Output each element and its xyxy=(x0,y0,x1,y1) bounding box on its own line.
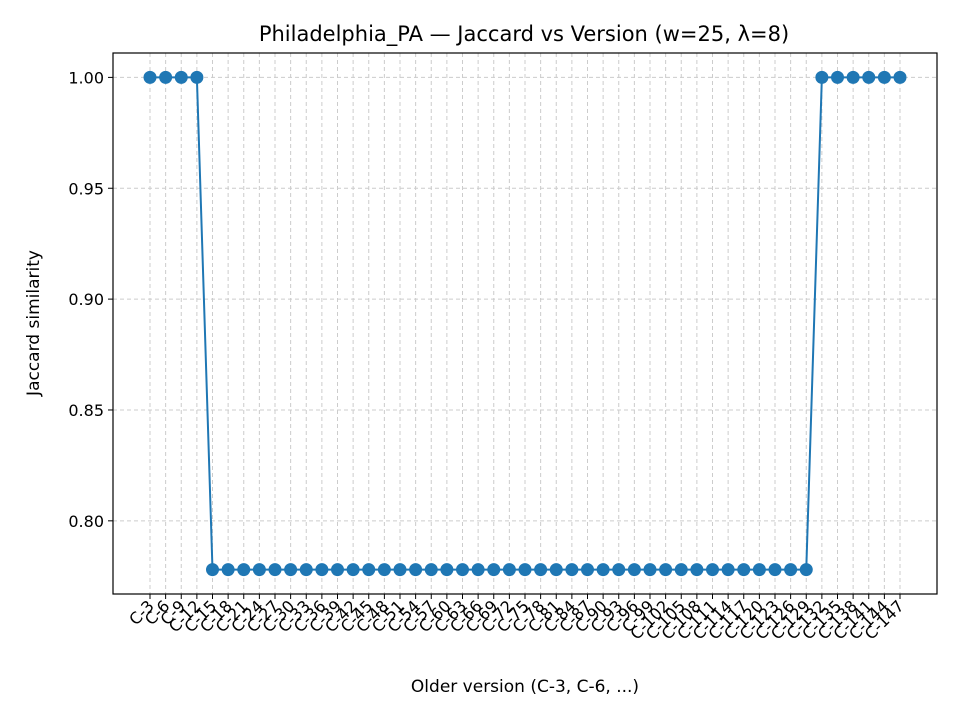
data-point xyxy=(237,563,251,577)
data-point xyxy=(409,563,423,577)
y-tick-label: 0.95 xyxy=(68,179,104,198)
chart-title: Philadelphia_PA — Jaccard vs Version (w=… xyxy=(259,22,789,47)
y-tick-label: 0.90 xyxy=(68,290,104,309)
data-point xyxy=(440,563,454,577)
data-point xyxy=(674,563,688,577)
data-point xyxy=(862,70,876,84)
data-point xyxy=(268,563,282,577)
x-axis-label: Older version (C-3, C-6, ...) xyxy=(411,677,639,697)
data-point xyxy=(502,563,516,577)
data-point xyxy=(721,563,735,577)
data-point xyxy=(549,563,563,577)
data-point xyxy=(487,563,501,577)
data-point xyxy=(206,563,219,577)
data-point xyxy=(143,70,157,84)
series-layer xyxy=(143,70,907,577)
data-point xyxy=(627,563,641,577)
data-point xyxy=(377,563,391,577)
y-axis-label: Jaccard similarity xyxy=(24,250,44,397)
data-point xyxy=(893,70,907,84)
data-point xyxy=(831,70,844,84)
data-point xyxy=(346,563,360,577)
data-point xyxy=(159,70,173,84)
data-point xyxy=(299,563,313,577)
data-point xyxy=(190,70,204,84)
data-point xyxy=(784,563,798,577)
y-tick-label: 0.80 xyxy=(68,512,104,531)
data-point xyxy=(690,563,704,577)
data-point xyxy=(612,563,626,577)
y-tick-label: 0.85 xyxy=(68,401,104,420)
grid-layer xyxy=(113,53,937,594)
data-point xyxy=(534,563,548,577)
data-point xyxy=(596,563,610,577)
data-point xyxy=(471,563,485,577)
data-point xyxy=(331,563,344,577)
data-point xyxy=(581,563,594,577)
data-point xyxy=(737,563,751,577)
y-tick-label: 1.00 xyxy=(68,68,104,87)
data-point xyxy=(174,70,188,84)
data-point xyxy=(252,563,266,577)
data-point xyxy=(643,563,657,577)
data-point xyxy=(221,563,235,577)
data-point xyxy=(456,563,469,577)
data-point xyxy=(752,563,766,577)
data-point xyxy=(815,70,829,84)
data-point xyxy=(706,563,719,577)
data-point xyxy=(768,563,782,577)
plot-frame xyxy=(112,52,938,595)
data-point xyxy=(393,563,407,577)
data-point xyxy=(518,563,532,577)
data-point xyxy=(362,563,376,577)
data-point xyxy=(424,563,438,577)
data-point xyxy=(284,563,298,577)
y-axis: 0.80 0.85 0.90 0.95 1.00 xyxy=(68,68,113,531)
x-axis: C-3C-6C-9C-12C-15C-18C-21C-24C-27C-30C-3… xyxy=(125,594,908,643)
data-point xyxy=(315,563,329,577)
data-point xyxy=(565,563,579,577)
data-point xyxy=(846,70,860,84)
data-point xyxy=(659,563,673,577)
data-point xyxy=(877,70,891,84)
data-point xyxy=(799,563,813,577)
